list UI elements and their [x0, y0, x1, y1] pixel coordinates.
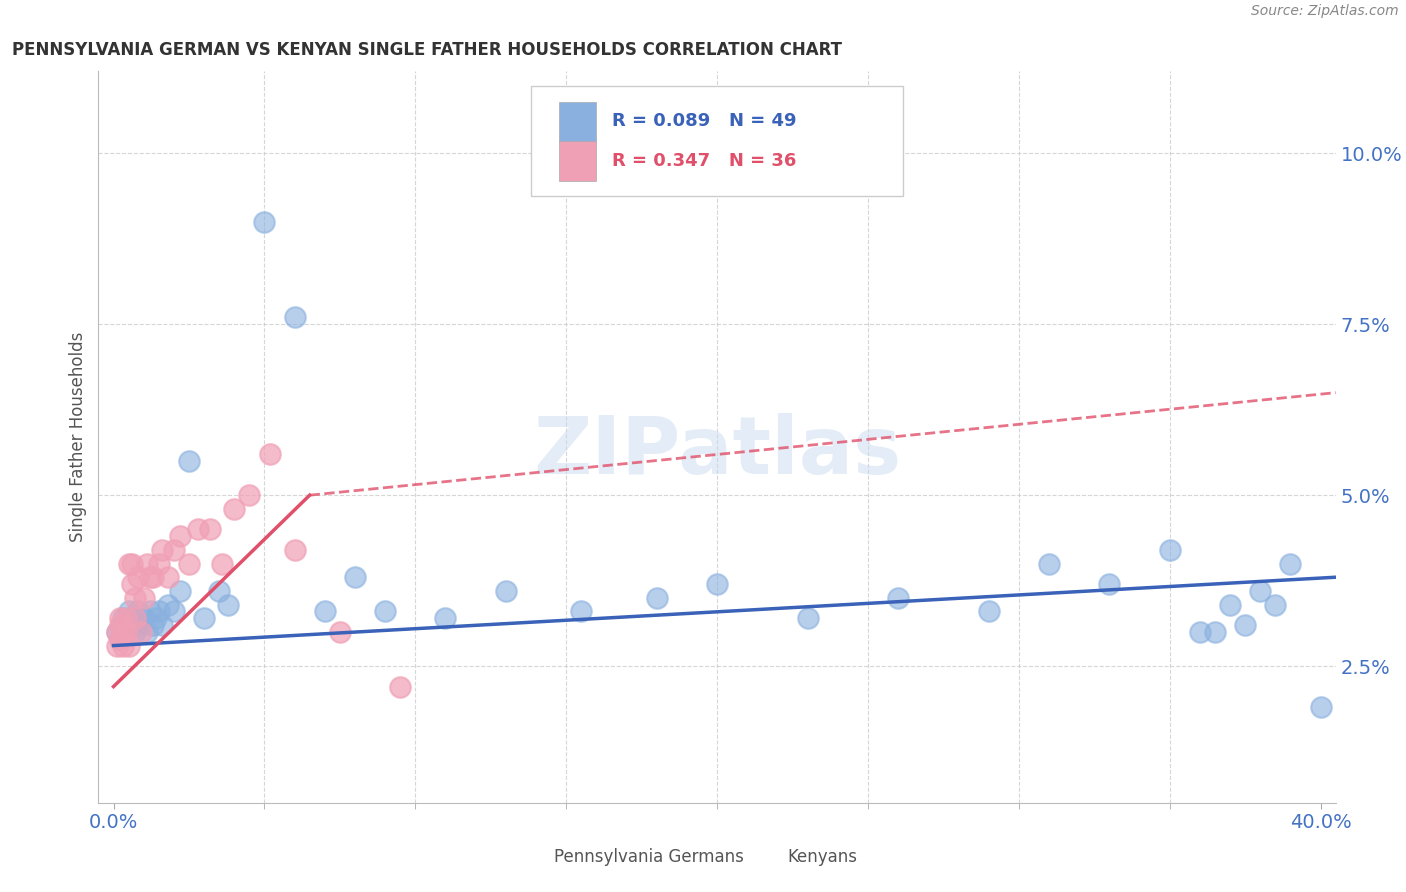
FancyBboxPatch shape: [531, 86, 903, 195]
Point: [163, 542, 186, 557]
Bar: [751, 846, 780, 869]
Point: [645, 591, 668, 605]
Point: [977, 604, 1000, 618]
Point: [329, 624, 352, 639]
Point: [1159, 542, 1181, 557]
Text: Source: ZipAtlas.com: Source: ZipAtlas.com: [1251, 4, 1399, 19]
Point: [138, 604, 160, 618]
Point: [887, 591, 910, 605]
Point: [253, 215, 276, 229]
Point: [114, 624, 136, 639]
Point: [177, 454, 200, 468]
Point: [127, 604, 149, 618]
Point: [177, 557, 200, 571]
Point: [224, 501, 246, 516]
Bar: [516, 846, 547, 869]
Point: [434, 611, 457, 625]
Point: [1219, 598, 1241, 612]
Point: [150, 542, 173, 557]
Point: [1038, 557, 1060, 571]
Point: [148, 604, 170, 618]
Point: [105, 639, 128, 653]
Point: [150, 618, 173, 632]
Point: [796, 611, 818, 625]
Point: [238, 488, 260, 502]
Point: [108, 611, 131, 625]
Point: [138, 570, 160, 584]
Point: [124, 624, 146, 639]
Point: [114, 611, 136, 625]
Point: [117, 604, 139, 618]
Point: [111, 624, 134, 639]
Y-axis label: Single Father Households: Single Father Households: [69, 332, 87, 542]
Point: [132, 611, 155, 625]
Point: [117, 557, 139, 571]
Point: [569, 604, 592, 618]
Point: [145, 611, 167, 625]
Point: [111, 639, 134, 653]
Text: R = 0.089   N = 49: R = 0.089 N = 49: [612, 112, 796, 130]
Point: [111, 618, 134, 632]
Point: [127, 570, 149, 584]
Point: [1188, 624, 1211, 639]
Point: [706, 577, 728, 591]
Point: [114, 624, 136, 639]
Point: [156, 570, 179, 584]
Point: [1264, 598, 1286, 612]
Point: [105, 624, 128, 639]
Point: [132, 591, 155, 605]
Point: [259, 447, 281, 461]
Point: [111, 611, 134, 625]
Point: [124, 611, 146, 625]
Point: [121, 577, 143, 591]
Point: [211, 557, 233, 571]
Bar: [558, 102, 596, 143]
Point: [495, 583, 517, 598]
Point: [124, 591, 146, 605]
Point: [1309, 700, 1331, 714]
Point: [108, 618, 131, 632]
Point: [124, 611, 146, 625]
Point: [163, 604, 186, 618]
Text: Kenyans: Kenyans: [787, 848, 858, 866]
Point: [198, 522, 221, 536]
Bar: [558, 141, 596, 181]
Point: [314, 604, 336, 618]
Point: [193, 611, 215, 625]
Point: [284, 310, 307, 325]
Point: [142, 618, 165, 632]
Point: [1249, 583, 1271, 598]
Point: [1234, 618, 1257, 632]
Point: [284, 542, 307, 557]
Point: [135, 557, 157, 571]
Point: [389, 680, 412, 694]
Point: [169, 583, 191, 598]
Point: [135, 624, 157, 639]
Text: ZIPatlas: ZIPatlas: [533, 413, 901, 491]
Point: [1204, 624, 1226, 639]
Point: [208, 583, 231, 598]
Text: PENNSYLVANIA GERMAN VS KENYAN SINGLE FATHER HOUSEHOLDS CORRELATION CHART: PENNSYLVANIA GERMAN VS KENYAN SINGLE FAT…: [11, 41, 842, 59]
Point: [117, 639, 139, 653]
Text: R = 0.347   N = 36: R = 0.347 N = 36: [612, 152, 796, 169]
Text: Pennsylvania Germans: Pennsylvania Germans: [554, 848, 744, 866]
Point: [169, 529, 191, 543]
Point: [142, 570, 165, 584]
Point: [156, 598, 179, 612]
Point: [1098, 577, 1121, 591]
Point: [129, 624, 152, 639]
Point: [105, 624, 128, 639]
Point: [217, 598, 239, 612]
Point: [121, 557, 143, 571]
Point: [374, 604, 396, 618]
Point: [108, 632, 131, 646]
Point: [187, 522, 209, 536]
Point: [343, 570, 366, 584]
Point: [129, 618, 152, 632]
Point: [148, 557, 170, 571]
Point: [121, 618, 143, 632]
Point: [108, 632, 131, 646]
Point: [1279, 557, 1302, 571]
